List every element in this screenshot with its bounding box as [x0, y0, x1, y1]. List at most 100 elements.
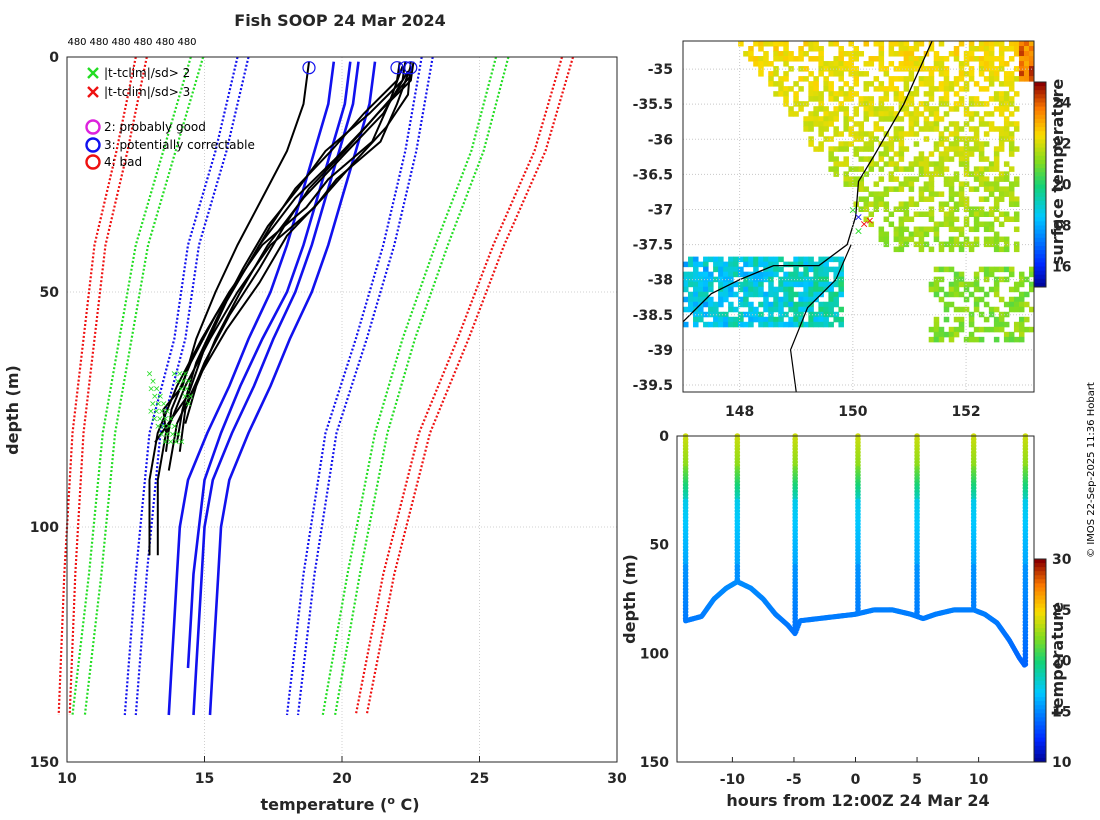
sst-cell [798, 301, 804, 308]
border-line [789, 244, 852, 393]
sst-cell [898, 201, 905, 207]
sst-cell [823, 276, 829, 283]
sst-cell [918, 191, 925, 197]
sst-cell [813, 281, 819, 288]
colorbar-segment [1034, 258, 1046, 263]
sst-cell [1023, 301, 1030, 308]
sst-cell [748, 46, 754, 52]
sst-cell [898, 181, 905, 187]
colorbar-segment [1034, 241, 1046, 247]
sst-cell [768, 71, 774, 77]
sst-cell [818, 316, 824, 323]
sst-cell [1008, 166, 1015, 172]
map-y-tick-label: -37 [648, 202, 673, 218]
sst-cell [918, 226, 925, 233]
sst-cell [948, 226, 955, 233]
flag-marker: × [164, 407, 172, 417]
sst-cell [943, 76, 950, 82]
sst-cell [1013, 196, 1020, 202]
sst-cell [968, 116, 975, 122]
sst-cell [808, 281, 814, 288]
sst-cell [943, 176, 950, 182]
sst-cell [953, 51, 960, 57]
sst-cell [938, 326, 945, 333]
sst-cell [983, 111, 990, 117]
map-x-tick-label: 148 [725, 404, 754, 420]
sst-cell [768, 281, 774, 288]
map-colorbar-tick-label: 24 [1052, 96, 1072, 112]
sst-cell [928, 91, 935, 97]
sst-cell [1023, 46, 1030, 52]
sst-cell [1008, 41, 1015, 47]
sst-cell [948, 196, 955, 202]
sst-cell [968, 321, 975, 328]
sst-cell [933, 326, 940, 333]
sst-cell [743, 291, 749, 298]
sst-cell [758, 71, 764, 77]
sst-cell [778, 56, 784, 62]
sst-cell [993, 176, 1000, 182]
sst-cell [853, 71, 859, 77]
sst-cell [748, 291, 754, 298]
sst-cell [833, 131, 839, 137]
sst-cell [983, 86, 990, 92]
sst-cell [933, 321, 940, 328]
sst-cell [888, 41, 895, 47]
sst-cell [923, 106, 930, 112]
sst-cell [768, 321, 774, 328]
sst-cell [988, 186, 995, 192]
sst-cell [993, 201, 1000, 207]
colorbar-segment [1034, 583, 1046, 588]
sst-cell [998, 321, 1005, 328]
sst-cell [1013, 216, 1020, 223]
sst-cell [723, 291, 729, 298]
sst-cell [733, 256, 739, 263]
sst-cell [978, 266, 985, 273]
sst-cell [908, 111, 915, 117]
sst-cell [1013, 296, 1020, 303]
sst-cell [713, 301, 719, 308]
sst-cell [783, 96, 789, 102]
sst-cell [1003, 171, 1010, 177]
sst-cell [853, 51, 859, 57]
sst-cell [1008, 136, 1015, 142]
colorbar-segment [1034, 733, 1046, 739]
sst-cell [783, 46, 789, 52]
sst-cell [698, 306, 704, 313]
sst-cell [878, 166, 885, 172]
flag-marker: × [167, 415, 175, 425]
sst-cell [1023, 61, 1030, 67]
sst-cell [993, 266, 1000, 273]
sst-cell [853, 66, 859, 72]
sst-cell [858, 126, 865, 132]
colorbar-segment [1034, 127, 1046, 132]
sst-cell [1018, 296, 1025, 303]
sst-cell [908, 131, 915, 137]
sst-cell [878, 86, 885, 92]
sst-cell [1013, 301, 1020, 308]
sst-cell [753, 61, 759, 67]
sst-cell [888, 211, 895, 217]
flag-marker: × [153, 385, 161, 395]
sst-cell [988, 236, 995, 243]
sst-cell [993, 161, 1000, 167]
sst-cell [868, 146, 875, 152]
sst-cell [1008, 336, 1015, 343]
sst-cell [738, 41, 744, 47]
sst-cell [978, 176, 985, 182]
sst-cell [923, 76, 930, 82]
sst-cell [763, 316, 769, 323]
sst-cell [738, 316, 744, 323]
map-y-tick-label: -35.5 [633, 97, 673, 113]
sst-cell [843, 146, 849, 152]
sst-cell [903, 206, 910, 212]
sst-cell [928, 96, 935, 102]
sst-cell [988, 306, 995, 313]
sst-cell [793, 311, 799, 318]
sst-cell [778, 306, 784, 313]
sst-cell [883, 66, 890, 72]
sst-cell [973, 296, 980, 303]
colorbar-segment [1034, 131, 1046, 136]
sst-cell [1018, 76, 1025, 82]
sst-cell [778, 316, 784, 323]
